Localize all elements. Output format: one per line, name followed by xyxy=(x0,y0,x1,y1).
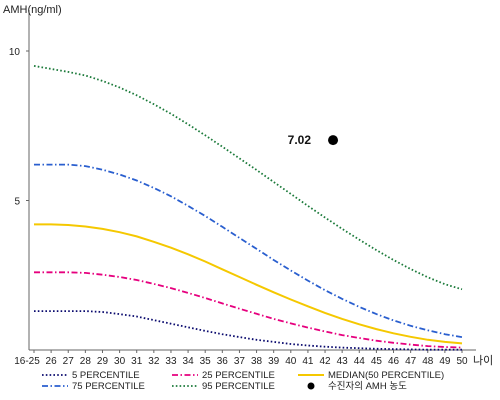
x-tick-label: 28 xyxy=(80,356,92,367)
x-ticks: 16-25 26 27 28 29 30 31 32 33 34 35 36 37 38 39 40 41 42 4… xyxy=(14,350,468,367)
y-tick-label: 10 xyxy=(9,47,21,58)
patient-value-label: 7.02 xyxy=(288,133,312,147)
x-tick-label: 49 xyxy=(439,356,451,367)
x-tick-label: 30 xyxy=(114,356,126,367)
series-line-5 xyxy=(33,65,463,291)
x-tick-label: 33 xyxy=(165,356,177,367)
y-axis-title: AMH(ng/ml) xyxy=(3,4,62,16)
legend-patient-label: 수진자의 AMH 농도 xyxy=(328,381,407,392)
x-tick-label: 27 xyxy=(63,356,75,367)
legend-label-4: 75 PERCENTILE xyxy=(72,381,145,392)
x-tick-label: 43 xyxy=(337,356,349,367)
x-tick-label: 41 xyxy=(302,356,314,367)
series-line-3 xyxy=(34,223,463,345)
series-line-2 xyxy=(34,271,463,349)
x-tick-label: 31 xyxy=(131,356,143,367)
legend-patient-marker xyxy=(307,382,315,390)
y-ticks: 5 10 xyxy=(9,47,29,208)
x-tick-label: 39 xyxy=(268,356,280,367)
series-lines xyxy=(33,65,463,351)
x-tick-label: 36 xyxy=(217,356,229,367)
x-tick-label: 16-25 xyxy=(14,356,40,367)
x-axis-title: 나이 xyxy=(473,354,493,367)
patient-marker-group: 7.02 xyxy=(288,133,339,147)
y-tick-label: 5 xyxy=(14,197,20,208)
x-tick-label: 29 xyxy=(97,356,109,367)
legend: 5 PERCENTILE 25 PERCENTILE MEDIAN(50 PERCE… xyxy=(42,370,444,392)
x-tick-label: 34 xyxy=(183,356,195,367)
x-tick-label: 44 xyxy=(354,356,366,367)
x-tick-label: 48 xyxy=(422,356,434,367)
x-tick-label: 38 xyxy=(251,356,263,367)
x-tick-label: 32 xyxy=(148,356,160,367)
x-tick-label: 42 xyxy=(319,356,331,367)
x-tick-label: 45 xyxy=(371,356,383,367)
legend-label-3: MEDIAN(50 PERCENTILE) xyxy=(328,370,444,381)
legend-label-5: 95 PERCENTILE xyxy=(202,381,275,392)
x-tick-label: 50 xyxy=(456,356,468,367)
x-tick-label: 37 xyxy=(234,356,246,367)
x-tick-label: 40 xyxy=(285,356,297,367)
legend-label-1: 5 PERCENTILE xyxy=(72,370,140,381)
x-tick-label: 26 xyxy=(46,356,58,367)
patient-marker xyxy=(328,135,339,146)
x-tick-label: 46 xyxy=(388,356,400,367)
x-tick-label: 47 xyxy=(405,356,417,367)
series-line-4 xyxy=(34,163,463,338)
legend-label-2: 25 PERCENTILE xyxy=(202,370,275,381)
x-tick-label: 35 xyxy=(200,356,212,367)
